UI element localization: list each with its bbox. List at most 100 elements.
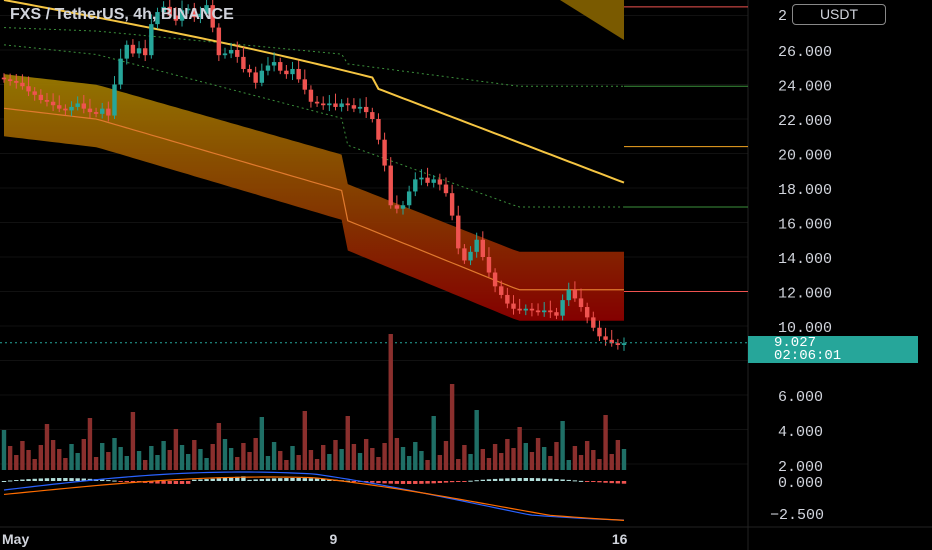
candle-body — [572, 289, 578, 299]
volume-bar — [93, 457, 99, 470]
macd-histogram-bar — [14, 480, 19, 482]
volume-bar — [204, 458, 209, 470]
candle-body — [474, 239, 479, 252]
volume-bar — [253, 438, 258, 470]
macd-histogram-bar — [511, 478, 516, 481]
time-tick-label: May — [2, 531, 29, 547]
volume-bar — [216, 423, 222, 470]
candle-body — [1, 77, 7, 80]
macd-histogram-bar — [474, 480, 479, 482]
candle-body — [308, 89, 314, 102]
candle-body — [247, 68, 252, 73]
macd-histogram-bar — [167, 481, 172, 484]
candle-body — [44, 100, 50, 102]
volume-bar — [591, 450, 596, 470]
macd-histogram-bar — [302, 478, 307, 481]
macd-histogram-bar — [1, 481, 7, 482]
volume-bar — [345, 416, 350, 470]
candle-body — [456, 215, 461, 249]
currency-selector-button[interactable]: USDT — [792, 4, 886, 25]
macd-histogram-bar — [20, 479, 25, 481]
candle-body — [609, 339, 614, 344]
volume-bar — [406, 456, 412, 470]
volume-bar — [541, 447, 547, 470]
candle-body — [57, 105, 62, 109]
candle-body — [149, 24, 154, 56]
macd-histogram-bar — [419, 481, 424, 484]
macd-histogram-bar — [584, 481, 590, 482]
candle-body — [591, 317, 596, 328]
volume-bar — [597, 459, 602, 470]
volume-bar — [468, 454, 473, 470]
candle-body — [535, 310, 541, 313]
macd-histogram-bar — [241, 476, 246, 481]
volume-bar — [167, 450, 172, 470]
volume-bar — [63, 458, 68, 470]
macd-histogram-bar — [284, 478, 289, 481]
volume-tick-label: 4.000 — [778, 424, 823, 441]
macd-histogram-bar — [431, 481, 436, 484]
candle-body — [302, 79, 307, 90]
macd-histogram-bar — [535, 478, 541, 481]
candle-body — [351, 105, 357, 109]
candle-body — [69, 106, 74, 111]
macd-histogram-bar — [161, 481, 166, 484]
volume-bar — [523, 443, 528, 470]
candle-body — [130, 44, 136, 54]
candle-body — [100, 108, 105, 114]
macd-histogram-bar — [118, 481, 123, 482]
volume-bar — [259, 417, 265, 470]
candle-body — [357, 106, 363, 109]
candle-body — [597, 327, 602, 337]
price-tick-label: 16.000 — [778, 217, 832, 234]
volume-bar — [155, 455, 160, 470]
candle-body — [93, 112, 99, 114]
macd-histogram-bar — [216, 478, 222, 481]
candle-body — [449, 193, 455, 216]
volume-bar — [296, 455, 301, 470]
volume-bar — [81, 439, 87, 470]
volume-tick-label: 2.000 — [778, 459, 823, 476]
volume-bar — [499, 453, 504, 470]
macd-histogram-bar — [615, 481, 621, 484]
candle-body — [106, 108, 111, 116]
volume-bar — [192, 440, 197, 470]
volume-bar — [26, 450, 31, 470]
candle-body — [32, 91, 37, 95]
macd-histogram-bar — [437, 481, 443, 484]
candle-body — [406, 191, 412, 206]
candle-body — [425, 177, 430, 183]
volume-bar — [462, 445, 467, 470]
price-tick-label: 22.000 — [778, 113, 832, 130]
volume-bar — [124, 456, 129, 470]
volume-bar — [486, 458, 492, 470]
volume-bar — [321, 445, 326, 470]
macd-histogram-bar — [560, 479, 565, 481]
candle-body — [20, 82, 25, 87]
macd-histogram-bar — [112, 480, 117, 482]
candle-body — [118, 58, 123, 85]
macd-histogram-bar — [370, 481, 375, 483]
macd-histogram-bar — [572, 480, 578, 482]
candle-body — [216, 27, 222, 56]
volume-bar — [339, 449, 344, 470]
macd-histogram-bar — [235, 476, 240, 481]
candle-body — [388, 165, 393, 206]
volume-bar — [615, 440, 621, 470]
volume-bar — [480, 449, 486, 470]
candle-body — [584, 307, 590, 318]
ribbon-mid-line — [3, 107, 624, 291]
volume-bar — [394, 438, 400, 470]
candle-body — [173, 15, 179, 21]
price-tick-label: 10.000 — [778, 320, 832, 337]
macd-histogram-bar — [210, 478, 215, 481]
macd-histogram-bar — [480, 479, 486, 481]
candle-body — [523, 308, 528, 311]
volume-bar — [284, 460, 289, 470]
volume-bar — [456, 459, 461, 470]
macd-histogram-bar — [296, 478, 301, 481]
volume-bar — [566, 460, 571, 470]
candle-body — [603, 336, 608, 340]
volume-bar — [271, 442, 277, 470]
